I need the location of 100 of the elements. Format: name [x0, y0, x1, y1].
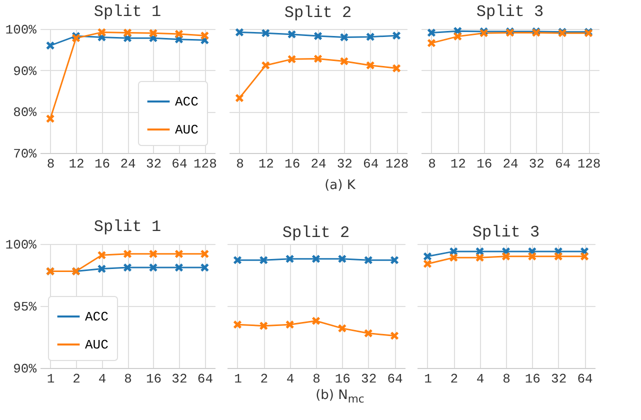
point [123, 263, 132, 272]
y-tick-label: 90% [13, 362, 37, 376]
x-tick-label: 8 [46, 156, 55, 172]
chart-title: Split 3 [476, 2, 544, 21]
point [148, 28, 158, 38]
x-tick-label: 16 [284, 156, 300, 172]
point [338, 324, 347, 333]
point [528, 252, 537, 261]
point [174, 263, 184, 272]
x-tick-label: 2 [260, 372, 268, 386]
x-tick-label: 1 [424, 372, 432, 386]
x-tick-label: 64 [387, 372, 404, 386]
x-tick-label: 4 [286, 372, 294, 386]
y-tick-label: 100% [5, 238, 37, 252]
point [338, 254, 347, 264]
point [364, 256, 373, 265]
point [285, 254, 294, 264]
x-tick-label: 1 [46, 372, 55, 386]
x-tick-label: 2 [450, 372, 458, 386]
point [123, 250, 132, 258]
point [148, 250, 158, 258]
x-tick-label: 8 [428, 156, 436, 172]
text: (a) K [324, 178, 356, 193]
x-tick-label: 64 [172, 156, 188, 172]
point [475, 253, 484, 262]
point [340, 56, 349, 66]
x-tick-label: 24 [502, 156, 518, 172]
legend-label: AUC [175, 122, 199, 138]
x-tick-label: 128 [385, 156, 409, 172]
x-tick-label: 12 [450, 156, 466, 172]
point [502, 252, 510, 261]
y-tick-label: 80% [13, 105, 37, 120]
x-tick-label: 16 [524, 372, 540, 386]
point [287, 54, 296, 64]
x-tick-label: 32 [528, 156, 544, 172]
point [174, 30, 184, 38]
x-tick-label: 8 [502, 372, 510, 386]
point [261, 28, 270, 38]
x-tick-label: 8 [236, 156, 244, 172]
x-tick-label: 12 [258, 156, 274, 172]
x-tick-label: 1 [234, 372, 242, 386]
point [449, 253, 458, 262]
y-tick-label: 90% [13, 64, 37, 79]
y-tick-label: 70% [13, 146, 37, 162]
x-tick-label: 16 [334, 372, 350, 386]
x-tick-label: 128 [577, 156, 601, 172]
point [97, 250, 106, 260]
x-tick-label: 32 [551, 372, 567, 386]
x-tick-label: 64 [555, 156, 571, 172]
x-tick-label: 16 [146, 372, 162, 386]
point [259, 256, 268, 265]
x-tick-label: 128 [194, 156, 217, 172]
point [364, 328, 373, 338]
legend-label: AUC [85, 338, 109, 352]
point [261, 60, 270, 70]
point [287, 30, 296, 39]
point [366, 60, 375, 70]
x-tick-label: 8 [124, 372, 132, 386]
point [174, 250, 184, 258]
y-tick-label: 100% [5, 22, 37, 38]
x-tick-label: 24 [310, 156, 326, 172]
chart-title: Split 1 [94, 3, 162, 21]
point [366, 32, 375, 42]
point [97, 264, 106, 274]
chart-title: Split 2 [284, 4, 352, 22]
x-tick-label: 8 [312, 372, 320, 386]
point [285, 320, 294, 330]
point [314, 54, 322, 64]
point [314, 32, 322, 40]
x-tick-label: 32 [336, 156, 352, 172]
x-tick-label: 32 [361, 372, 377, 386]
point [453, 32, 462, 41]
x-tick-label: 4 [98, 372, 106, 386]
point [554, 252, 563, 261]
x-tick-label: 64 [577, 372, 594, 386]
x-tick-label: 24 [120, 156, 136, 172]
legend-label: ACC [85, 310, 109, 324]
x-tick-label: 4 [476, 372, 484, 386]
point [97, 28, 106, 37]
x-tick-label: 64 [197, 372, 214, 386]
x-tick-label: 32 [172, 372, 188, 386]
legend-label: ACC [175, 94, 199, 110]
point [123, 28, 132, 38]
y-tick-label: 95% [13, 300, 37, 314]
x-tick-label: 12 [68, 156, 84, 172]
chart-title: Split 2 [282, 224, 350, 242]
x-tick-label: 16 [476, 156, 492, 172]
point [312, 254, 320, 264]
point [312, 316, 320, 326]
point [259, 321, 268, 330]
chart-title: Split 1 [94, 218, 162, 236]
point [72, 34, 80, 43]
text: (b) N$_{mc}$ [314, 388, 366, 406]
x-tick-label: 32 [146, 156, 162, 172]
x-tick-label: 2 [72, 372, 80, 386]
x-tick-label: 64 [363, 156, 379, 172]
point [340, 32, 349, 42]
point [148, 263, 158, 272]
x-tick-label: 16 [94, 156, 110, 172]
chart-title: Split 3 [472, 223, 540, 242]
